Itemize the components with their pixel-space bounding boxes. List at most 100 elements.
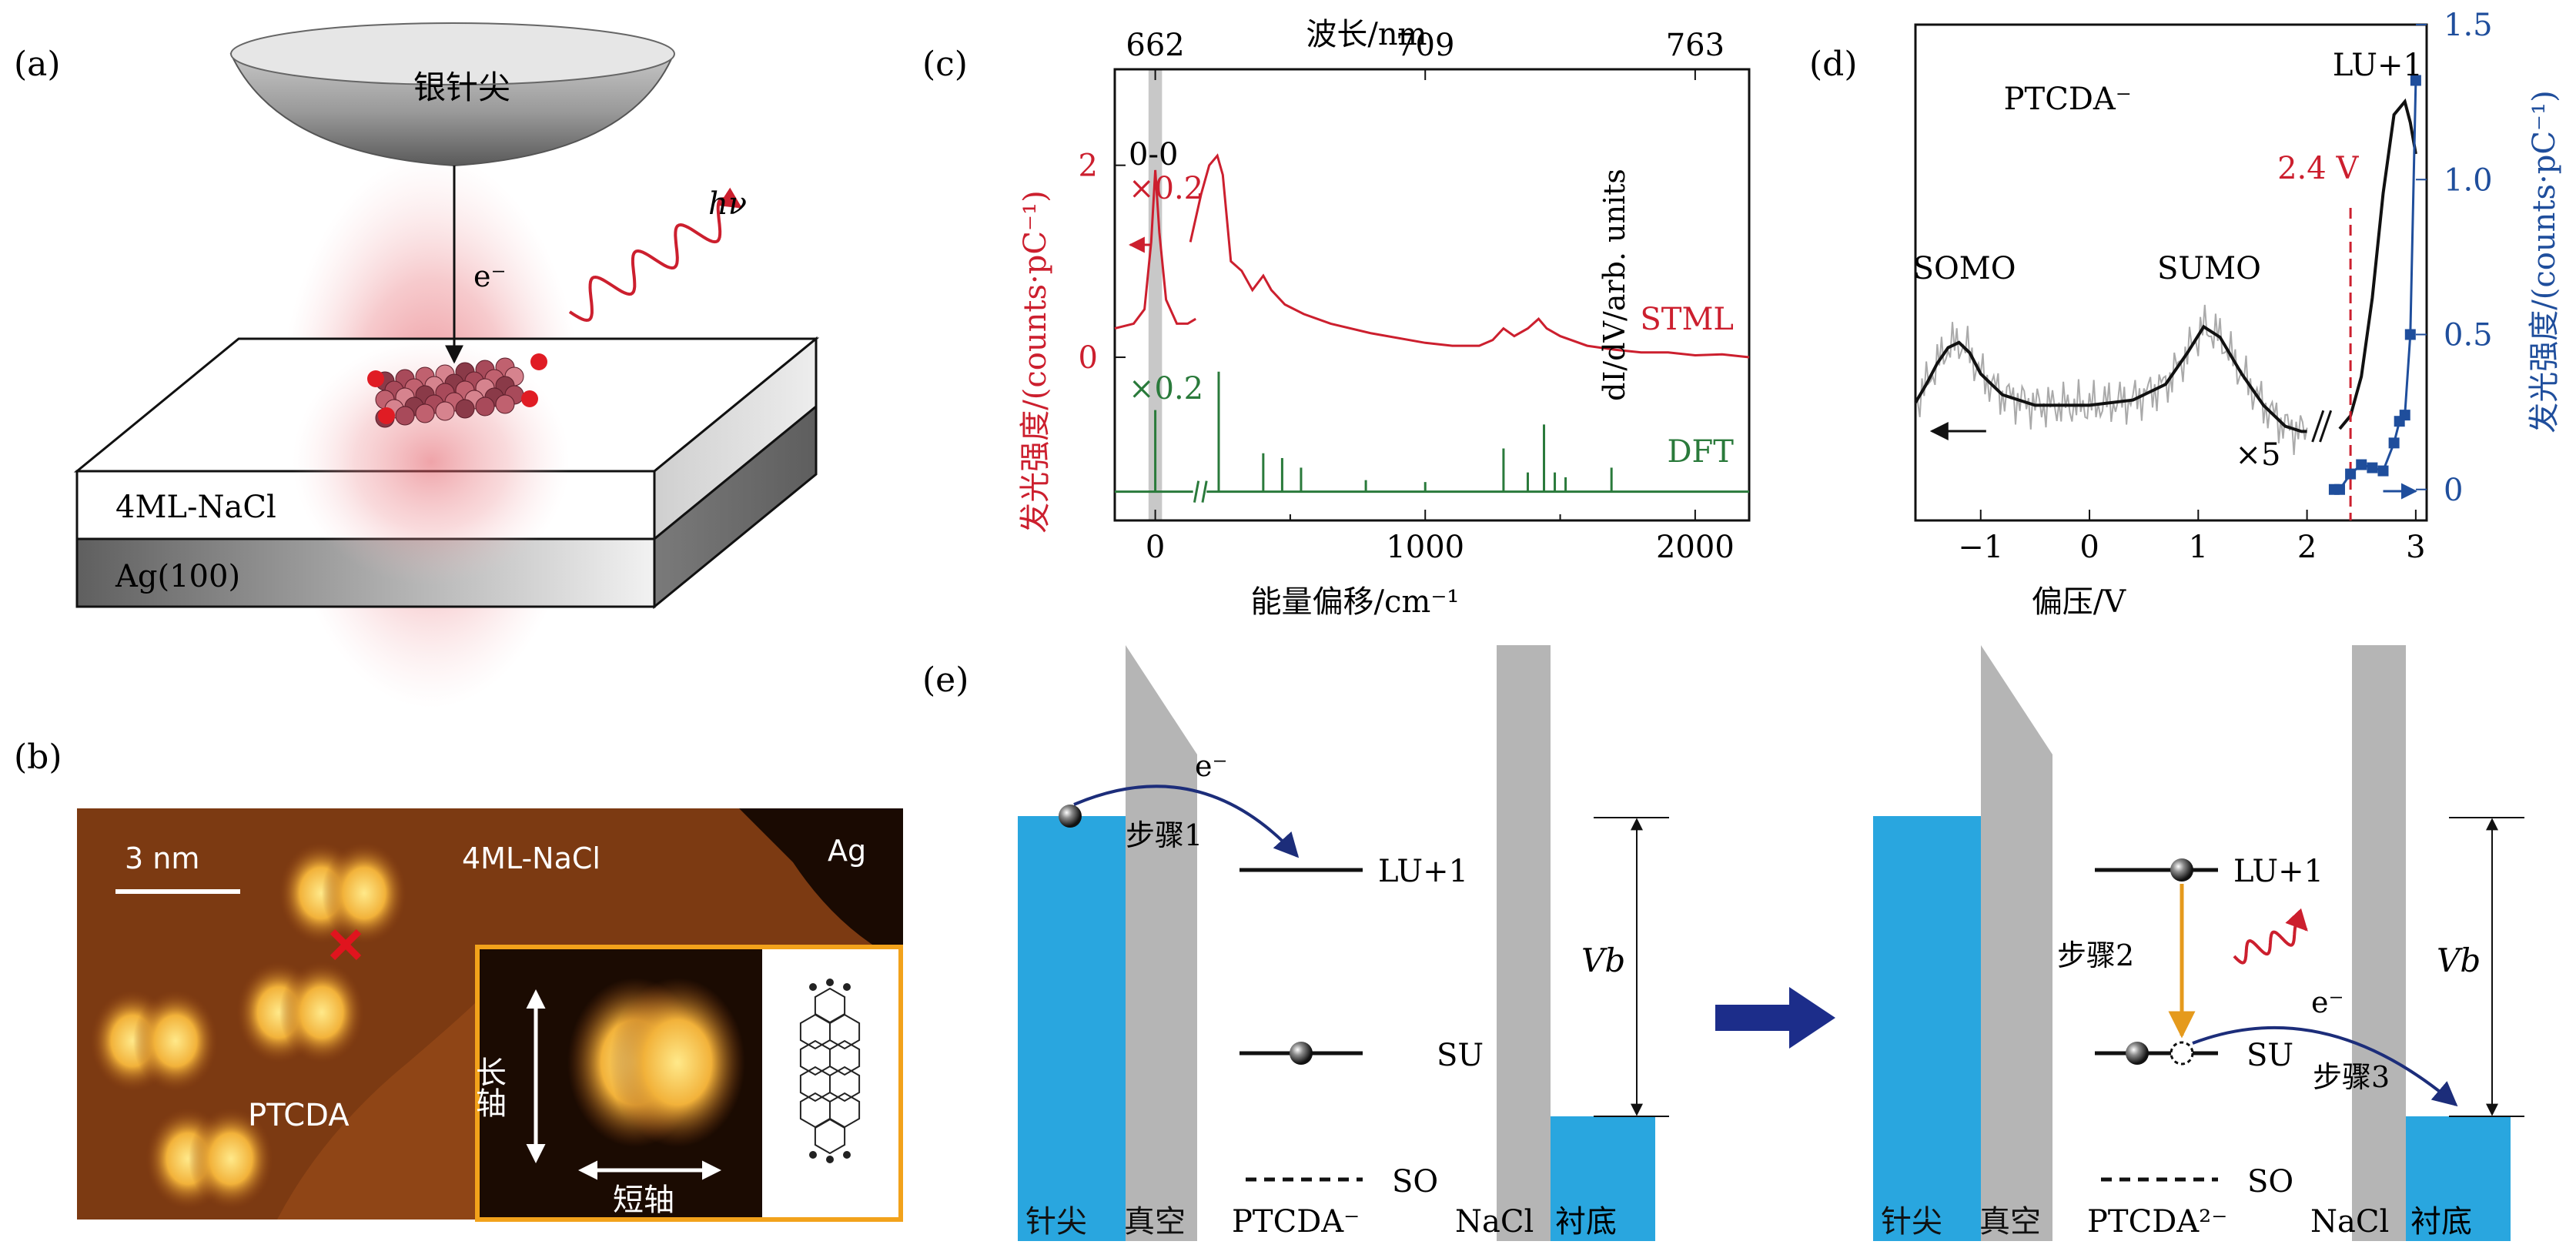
anhydride-ring: [814, 1118, 846, 1155]
step-edge: [277, 1001, 493, 1220]
d-x-axis-title: 偏压/V: [2032, 584, 2126, 620]
molecule-blob-lobe: [189, 1108, 273, 1209]
oxygen-atom: [521, 390, 538, 407]
atom: [435, 401, 455, 421]
hole-su-right: [2170, 1041, 2194, 1066]
su-label-left: SU: [1437, 1038, 1484, 1073]
oxygen-atom: [367, 370, 384, 387]
tip-label: 银针尖: [413, 69, 510, 106]
substrate-band-right: [2406, 1116, 2511, 1241]
electron-label-left: e⁻: [1195, 749, 1228, 783]
x-tick-label: −1: [1958, 530, 2003, 565]
x-tick-label: 1: [2189, 530, 2208, 565]
molecule-label-left: PTCDA⁻: [1232, 1204, 1360, 1240]
photon-label: hν: [708, 186, 747, 222]
right-tick-label: 1.0: [2444, 162, 2493, 198]
electron-su-left: [1290, 1042, 1313, 1065]
didv-line-x5: [2338, 98, 2417, 430]
sumo-label: SUMO: [2157, 251, 2261, 286]
dft-legend-label: DFT: [1667, 434, 1734, 470]
didv-line: [1914, 324, 2307, 433]
electron-tip-left: [1059, 805, 1082, 828]
luminescence-point: [2377, 465, 2389, 477]
nacl-label-right: NaCl: [2310, 1204, 2389, 1240]
so-label-right: SO: [2247, 1164, 2293, 1199]
inset-molecule-right-lobe: [610, 978, 745, 1147]
red-cross-icon: [330, 928, 362, 961]
top-tick-label: 662: [1126, 28, 1184, 63]
d-right-axis-title: 发光强度/(counts·pC⁻¹): [2527, 90, 2562, 433]
luminescence-point: [2399, 410, 2410, 421]
y-tick-label: 0: [1079, 340, 1098, 376]
molecule-blob-lobe: [133, 990, 218, 1092]
axis-break-mark: [1193, 480, 1200, 503]
panel-c-label: (c): [922, 45, 968, 84]
tip-band-right: [1873, 816, 1981, 1241]
luminescence-point: [2410, 75, 2421, 86]
y-tick-label: 2: [1079, 149, 1098, 184]
step3-label: 步骤3: [2313, 1060, 2390, 1094]
panel-b: (b) 3 nm 4ML-NaCl Ag PTCDA 长轴 短轴: [14, 738, 903, 1222]
perylene-ring: [829, 1066, 861, 1102]
x-tick-label: 2: [2297, 530, 2317, 565]
substrate-label-right: 衬底: [2410, 1204, 2472, 1240]
atom: [455, 399, 475, 419]
nacl-label-left: NaCl: [1455, 1204, 1534, 1240]
long-axis-label: 长轴: [470, 1056, 506, 1118]
luminescence-point: [2345, 468, 2357, 480]
step3-arrow: [2192, 1025, 2458, 1107]
substrate-label-left: 衬底: [1555, 1204, 1617, 1240]
x-tick-label: 3: [2406, 530, 2425, 565]
top-axis-title: 波长/nm: [1306, 17, 1427, 52]
d-left-axis-title: dI/dV/arb. units: [1597, 169, 1631, 401]
bottom-tick-label: 1000: [1386, 530, 1464, 565]
electron-label: e⁻: [473, 259, 507, 293]
lu1-label-left: LU+1: [1378, 854, 1468, 889]
perylene-ring: [829, 1039, 861, 1076]
atom: [495, 394, 515, 414]
tip-band-left: [1018, 816, 1126, 1241]
photon-wave-icon-right: [2233, 908, 2308, 965]
nacl-barrier-left: [1497, 645, 1551, 1241]
electron-label-right: e⁻: [2311, 985, 2344, 1019]
somo-label: SOMO: [1913, 251, 2016, 286]
plot-frame: [1914, 23, 2428, 522]
bottom-tick-label: 2000: [1656, 530, 1735, 565]
tip-label-left: 针尖: [1025, 1204, 1087, 1240]
raw-didv-trace: [1915, 304, 2308, 455]
panel-e: (e) e⁻ 步骤1 LU+1 SU SO Vb 针尖 真空 PTCDA⁻: [922, 645, 2524, 1241]
dft-scale-label: ×0.2: [1129, 371, 1203, 407]
c-y-axis-title: 发光强度/(counts·pC⁻¹): [1018, 190, 1053, 533]
oxygen-atom: [530, 353, 547, 370]
step1-label: 步骤1: [1126, 818, 1203, 852]
oxygen-atom: [843, 1151, 851, 1159]
right-tick-label: 0.5: [2444, 318, 2493, 353]
short-axis-label: 短轴: [613, 1183, 674, 1218]
oxygen-atom: [378, 407, 395, 424]
nacl-region-label: 4ML-NaCl: [462, 841, 601, 875]
luminescence-point: [2356, 459, 2367, 470]
su-label-right: SU: [2246, 1038, 2293, 1073]
oxygen-atom: [826, 979, 834, 986]
panel-b-label: (b): [14, 738, 62, 777]
right-tick-label: 1.5: [2444, 8, 2493, 43]
panel-a-label: (a): [14, 45, 61, 84]
oxygen-atom: [809, 1151, 817, 1159]
substrate-band-left: [1551, 1116, 1655, 1241]
species-label: PTCDA⁻: [2004, 82, 2132, 117]
stml-spectrum-line: [1189, 153, 1750, 359]
bottom-tick-label: 0: [1146, 530, 1165, 565]
molecule-blob-lobe: [279, 962, 364, 1063]
zero-zero-label: 0-0: [1129, 137, 1178, 172]
atom: [475, 396, 495, 417]
molecule-blobs: [90, 842, 406, 1209]
ptcda-label: PTCDA: [248, 1098, 350, 1133]
nacl-layer-label: 4ML-NaCl: [115, 490, 276, 525]
ag-region: [739, 808, 903, 962]
vacuum-label-right: 真空: [1979, 1204, 2041, 1240]
lu1-label: LU+1: [2333, 48, 2423, 83]
photon-wave-icon: [568, 187, 743, 323]
molecule-blob-lobe: [322, 842, 406, 944]
